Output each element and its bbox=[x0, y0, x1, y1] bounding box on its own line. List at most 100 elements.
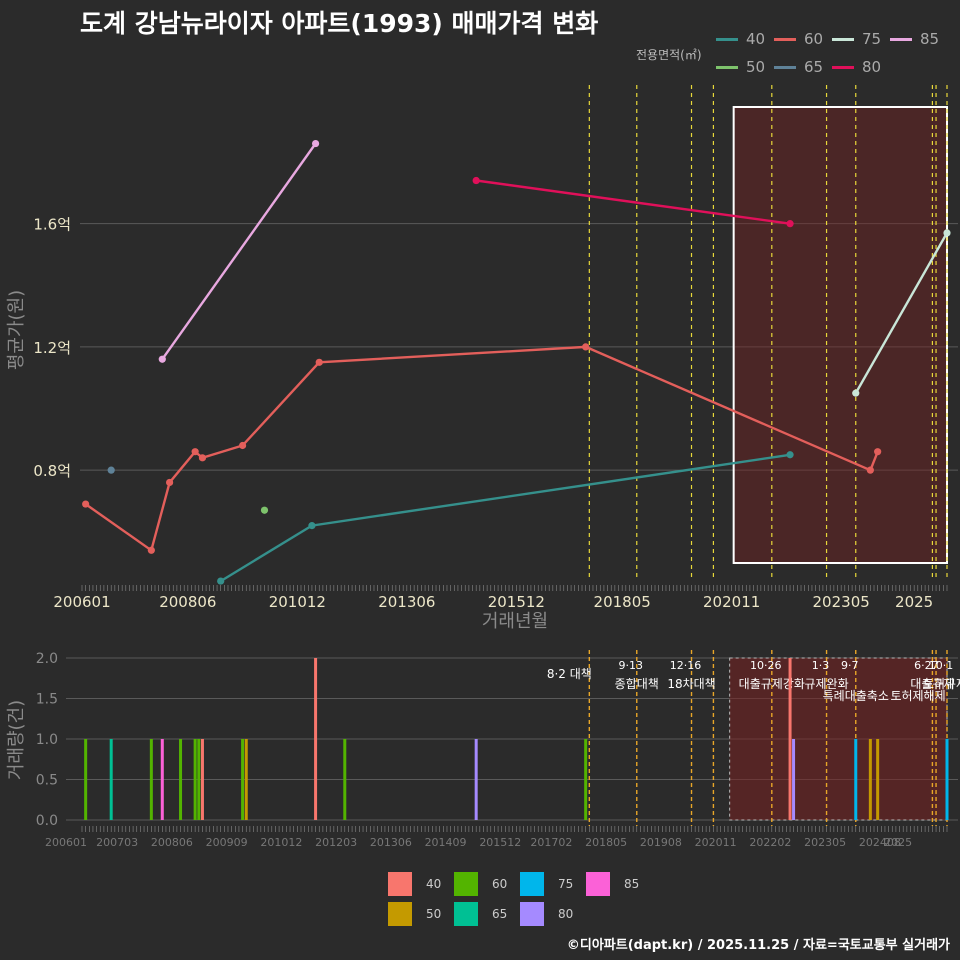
vol-highlight-box bbox=[729, 657, 948, 821]
legend-label: 60 bbox=[492, 877, 508, 891]
legend-label: 50 bbox=[426, 907, 442, 921]
vol-x-tick-label: 202011 bbox=[695, 836, 737, 849]
legend-item-80: 80 bbox=[832, 58, 881, 76]
vol-x-tick-label: 202408 bbox=[859, 836, 901, 849]
main-x-tick-label: 201805 bbox=[594, 593, 651, 611]
vol-x-tick-label: 2025 bbox=[884, 836, 912, 849]
data-point-60 bbox=[82, 500, 90, 508]
volume-bar-60 bbox=[241, 739, 245, 820]
legend-title: 전용면적(㎡) bbox=[636, 48, 702, 62]
vol-y-tick-label: 1.5 bbox=[36, 692, 58, 708]
volume-bar-60 bbox=[84, 739, 88, 820]
data-point-50 bbox=[260, 506, 269, 514]
volume-bar-80 bbox=[474, 739, 478, 820]
main-y-tick-label: 1.6억 bbox=[33, 216, 71, 234]
legend-label: 40 bbox=[426, 877, 442, 891]
series-line-60 bbox=[84, 345, 879, 553]
policy-label: 토허제해제 bbox=[890, 689, 945, 703]
main-x-tick-label: 202011 bbox=[703, 593, 760, 611]
vol-x-tick-label: 201702 bbox=[530, 836, 572, 849]
data-point-60 bbox=[147, 546, 155, 554]
highlight-box bbox=[732, 106, 949, 564]
data-point-60 bbox=[315, 358, 323, 366]
legend-item-40: 40 bbox=[716, 30, 765, 48]
policy-label: 특례대출축소 bbox=[823, 689, 889, 703]
vol-x-tick-label: 201012 bbox=[260, 836, 302, 849]
vol-y-axis-title: 거래량(건) bbox=[6, 700, 27, 780]
legend-label: 50 bbox=[746, 58, 766, 76]
policy-date-label: 9·7 bbox=[841, 659, 859, 672]
series-line-85 bbox=[161, 142, 317, 360]
policy-label: 18차대책 bbox=[667, 676, 715, 691]
main-x-tick-label: 201012 bbox=[269, 593, 326, 611]
vol-x-tick-label: 200703 bbox=[96, 836, 138, 849]
vol-x-tick-label: 201512 bbox=[479, 836, 521, 849]
vol-legend-item-75: 75 bbox=[520, 872, 573, 896]
legend-label: 75 bbox=[558, 877, 574, 891]
volume-bar-60 bbox=[193, 739, 197, 820]
policy-label: 규제완화 bbox=[804, 677, 848, 691]
legend-label: 75 bbox=[862, 30, 882, 48]
legend-color-swatch bbox=[520, 902, 544, 926]
data-point-60 bbox=[198, 454, 207, 462]
data-point-80 bbox=[786, 220, 794, 228]
volume-bar-65 bbox=[109, 739, 113, 820]
policy-label: 대출규제 bbox=[910, 677, 954, 691]
policy-label: 종합대책 bbox=[615, 676, 659, 691]
data-point-40 bbox=[308, 522, 316, 530]
volume-bar-60 bbox=[179, 739, 183, 820]
legend-color-swatch bbox=[454, 872, 478, 896]
vol-x-tick-label: 201908 bbox=[640, 836, 682, 849]
legend-color-swatch bbox=[388, 902, 412, 926]
legend-line-swatch bbox=[774, 37, 796, 41]
legend-line-swatch bbox=[716, 65, 738, 69]
data-point-40 bbox=[786, 451, 794, 459]
vol-x-tick-label: 201203 bbox=[315, 836, 357, 849]
vol-x-tick-label: 200601 bbox=[45, 836, 87, 849]
data-point-65 bbox=[107, 466, 115, 474]
series-line-80 bbox=[476, 179, 791, 225]
data-point-80 bbox=[472, 176, 480, 185]
legend-line-swatch bbox=[832, 65, 854, 69]
legend-label: 85 bbox=[920, 30, 940, 48]
policy-label: 토허규제 bbox=[923, 677, 960, 691]
legend-item-60: 60 bbox=[774, 30, 823, 48]
data-point-40 bbox=[217, 577, 225, 585]
vol-legend-item-40: 40 bbox=[388, 872, 441, 896]
volume-bar-60 bbox=[343, 739, 347, 820]
data-point-75 bbox=[852, 389, 860, 397]
volume-bar-40 bbox=[200, 739, 204, 820]
series-75 bbox=[852, 229, 951, 397]
data-point-60 bbox=[165, 478, 174, 487]
volume-bar-50 bbox=[876, 739, 880, 820]
volume-bar-50 bbox=[244, 739, 248, 820]
legend-line-swatch bbox=[890, 37, 912, 41]
policy-date-label: 6·27 bbox=[914, 659, 939, 672]
legend-color-swatch bbox=[388, 872, 412, 896]
main-x-axis-title: 거래년월 bbox=[482, 611, 548, 632]
vol-x-tick-label: 201306 bbox=[370, 836, 412, 849]
legend-label: 80 bbox=[558, 907, 574, 921]
main-x-tick-label: 202305 bbox=[813, 593, 870, 611]
vol-x-tick-label: 200909 bbox=[206, 836, 248, 849]
policy-label: 8·2 대책 bbox=[547, 666, 592, 681]
data-point-60 bbox=[582, 343, 590, 351]
vol-x-tick-label: 202202 bbox=[749, 836, 791, 849]
data-point-60 bbox=[874, 448, 882, 456]
main-x-tick-label: 200806 bbox=[159, 593, 216, 611]
data-point-75 bbox=[943, 229, 951, 237]
data-point-85 bbox=[158, 355, 166, 363]
data-point-60 bbox=[238, 441, 247, 450]
vol-y-tick-label: 1.0 bbox=[36, 732, 58, 748]
volume-bar-60 bbox=[584, 739, 588, 820]
legend-label: 40 bbox=[746, 30, 766, 48]
policy-date-label: 10·1 bbox=[929, 659, 954, 672]
series-50 bbox=[260, 506, 269, 514]
volume-bar-75 bbox=[945, 739, 949, 820]
vol-legend-item-50: 50 bbox=[388, 902, 441, 926]
legend-color-swatch bbox=[586, 872, 610, 896]
main-y-tick-label: 1.2억 bbox=[33, 339, 71, 357]
policy-date-label: 10·26 bbox=[750, 659, 782, 672]
legend-line-swatch bbox=[716, 37, 738, 41]
